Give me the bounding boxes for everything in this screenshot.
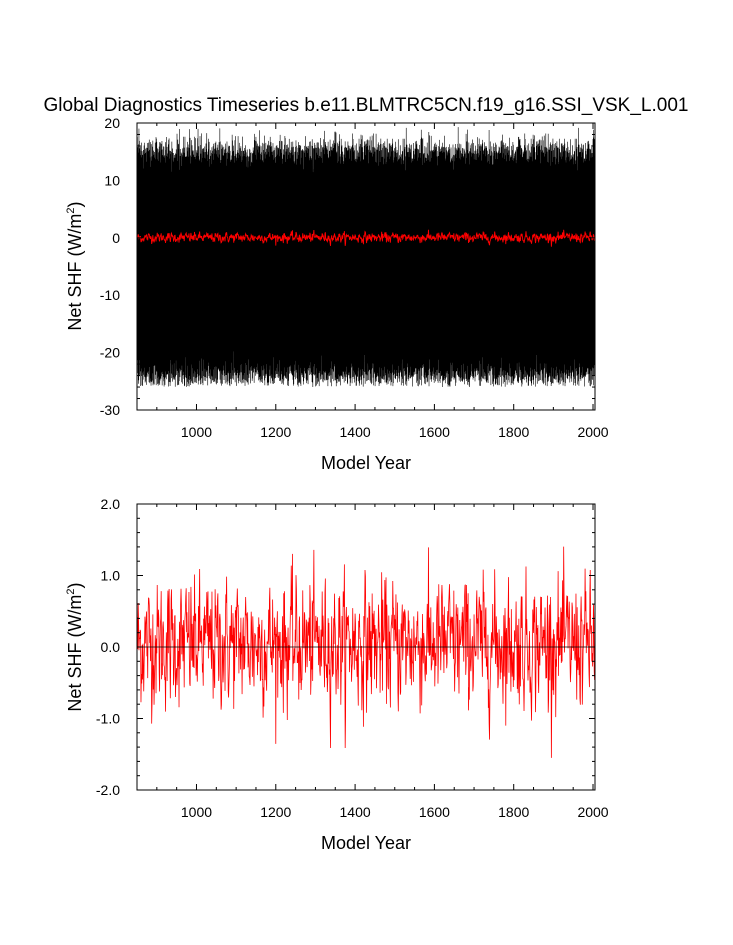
top-x-tick-label: 1400 — [340, 424, 371, 440]
bottom-y-axis-label: Net SHF (W/m2) — [65, 582, 85, 711]
bottom-x-tick-label: 2000 — [577, 804, 608, 820]
top-x-tick-label: 1600 — [419, 424, 450, 440]
bottom-ticks-group: 1000 1200 1400 1600 1800 2000 -2.0 -1.0 0.0 1.0 2.… — [96, 496, 609, 820]
bottom-x-tick-label: 1800 — [498, 804, 529, 820]
bottom-frame — [136, 503, 596, 791]
bottom-x-tick-label: 1000 — [181, 804, 212, 820]
top-x-axis-label: Model Year — [321, 453, 411, 473]
top-panel: 1000 1200 1400 1600 1800 2000 -30 -20 -10 0 10 20 M… — [65, 115, 609, 473]
bottom-series-group — [136, 546, 596, 758]
top-y-tick-label: 10 — [104, 172, 120, 188]
top-y-tick-label: 0 — [112, 230, 120, 246]
monthly-series-line — [136, 127, 596, 388]
bottom-x-tick-label: 1600 — [419, 804, 450, 820]
annual-series-line — [136, 546, 596, 758]
top-y-tick-label: -30 — [100, 402, 120, 418]
bottom-y-tick-label: 2.0 — [101, 496, 121, 512]
top-y-tick-label: 20 — [104, 115, 120, 131]
bottom-x-tick-label: 1400 — [340, 804, 371, 820]
top-x-tick-label: 1200 — [260, 424, 291, 440]
top-y-tick-label: -20 — [100, 345, 120, 361]
top-frame — [136, 122, 596, 411]
bottom-x-tick-label: 1200 — [260, 804, 291, 820]
top-ticks-group: 1000 1200 1400 1600 1800 2000 -30 -20 -10 0 10 20 — [100, 115, 609, 440]
top-x-tick-label: 1800 — [498, 424, 529, 440]
top-series-group — [136, 127, 596, 388]
bottom-y-tick-label: -2.0 — [96, 782, 120, 798]
annual-series-line — [136, 229, 596, 247]
chart-title: Global Diagnostics Timeseries b.e11.BLMT… — [44, 95, 689, 116]
bottom-y-tick-label: 1.0 — [101, 568, 121, 584]
bottom-panel: 1000 1200 1400 1600 1800 2000 -2.0 -1.0 0.0 1.0 2.… — [65, 496, 609, 853]
bottom-y-tick-label: -1.0 — [96, 711, 120, 727]
top-x-tick-label: 2000 — [577, 424, 608, 440]
top-y-axis-label: Net SHF (W/m2) — [65, 201, 85, 330]
bottom-y-tick-label: 0.0 — [101, 639, 121, 655]
bottom-x-axis-label: Model Year — [321, 833, 411, 853]
top-y-tick-label: -10 — [100, 287, 120, 303]
top-x-tick-label: 1000 — [181, 424, 212, 440]
